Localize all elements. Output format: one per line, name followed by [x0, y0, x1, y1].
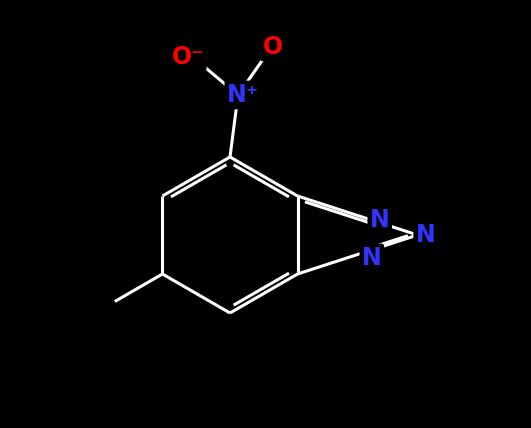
Text: N⁺: N⁺	[227, 83, 259, 107]
Text: O⁻: O⁻	[172, 45, 204, 68]
Text: N: N	[370, 208, 390, 232]
Text: N: N	[362, 246, 382, 270]
Text: N: N	[416, 223, 435, 247]
Text: O: O	[262, 35, 282, 59]
